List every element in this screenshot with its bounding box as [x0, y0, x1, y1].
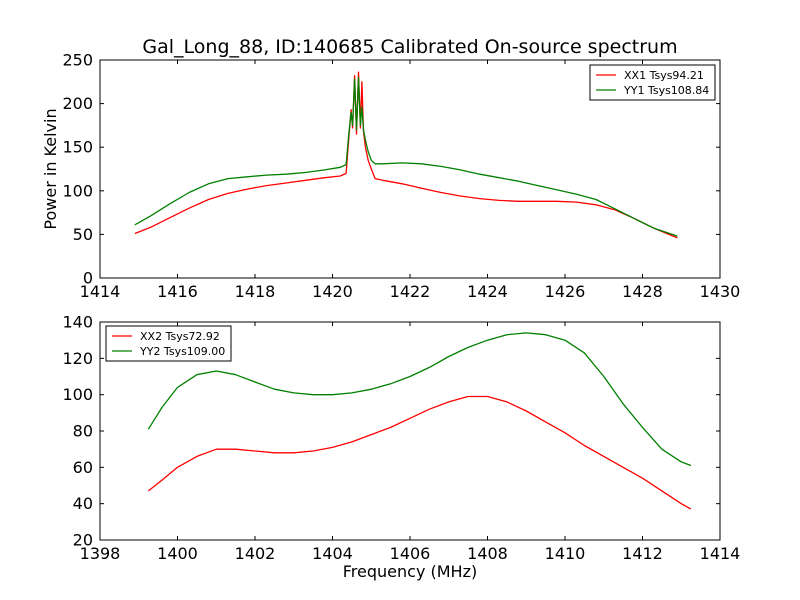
bottom-y-tick-label: 140: [62, 313, 93, 332]
bottom-y-tick-label: 20: [73, 531, 93, 550]
bottom-y-tick-label: 80: [73, 422, 93, 441]
bottom-series-line-1: [147, 395, 692, 510]
bottom-y-tick-label: 60: [73, 458, 93, 477]
bottom-x-tick-label: 1406: [390, 544, 431, 563]
top-y-tick-label: 150: [62, 138, 93, 157]
bottom-series-line-2: [147, 332, 692, 467]
bottom-x-tick-label: 1408: [467, 544, 508, 563]
y-axis-label: Power in Kelvin: [41, 108, 60, 229]
bottom-panel: 1398 1400 1402 1404 1406 1408 1410 1412 1414 20 40…: [62, 313, 740, 564]
bottom-y-tick-label: 120: [62, 349, 93, 368]
top-y-tick-label: 250: [62, 51, 93, 70]
bottom-x-tick-label: 1400: [157, 544, 198, 563]
top-series-line-1: [134, 71, 678, 239]
top-legend-box: [589, 64, 716, 101]
top-legend-label: YY1 Tsys108.84: [623, 84, 709, 97]
bottom-legend-label: YY2 Tsys109.00: [139, 345, 225, 358]
top-legend-label: XX1 Tsys94.21: [624, 69, 704, 82]
top-x-tick-label: 1422: [390, 282, 431, 301]
bottom-x-tick-label: 1410: [545, 544, 586, 563]
top-legend: XX1 Tsys94.21 YY1 Tsys108.84: [589, 64, 716, 101]
top-y-tick-label: 200: [62, 94, 93, 113]
top-x-tick-label: 1430: [700, 282, 741, 301]
top-x-tick-label: 1418: [235, 282, 276, 301]
bottom-legend-label: XX2 Tsys72.92: [140, 330, 220, 343]
top-x-tick-label: 1426: [545, 282, 586, 301]
bottom-legend: XX2 Tsys72.92 YY2 Tsys109.00: [105, 325, 232, 362]
top-y-tick-label: 100: [62, 181, 93, 200]
top-panel: 1414 1416 1418 1420 1422 1424 1426 1428 1430 0 50 1…: [62, 51, 740, 302]
bottom-y-tick-label: 40: [73, 494, 93, 513]
x-axis-label: Frequency (MHz): [343, 562, 477, 581]
chart-title: Gal_Long_88, ID:140685 Calibrated On-sou…: [142, 36, 677, 58]
bottom-x-tick-label: 1398: [80, 544, 121, 563]
bottom-x-tick-label: 1404: [312, 544, 353, 563]
bottom-x-tick-label: 1402: [235, 544, 276, 563]
bottom-legend-box: [105, 325, 232, 362]
bottom-x-tick-label: 1412: [622, 544, 663, 563]
bottom-y-tick-label: 100: [62, 385, 93, 404]
top-y-tick-label: 50: [73, 225, 93, 244]
top-y-tick-label: 0: [83, 269, 93, 288]
top-x-tick-label: 1420: [312, 282, 353, 301]
top-x-tick-label: 1416: [157, 282, 198, 301]
top-x-tick-label: 1414: [80, 282, 121, 301]
bottom-x-tick-label: 1414: [700, 544, 741, 563]
top-x-tick-label: 1428: [622, 282, 663, 301]
top-series-line-2: [134, 76, 678, 237]
top-x-tick-label: 1424: [467, 282, 508, 301]
